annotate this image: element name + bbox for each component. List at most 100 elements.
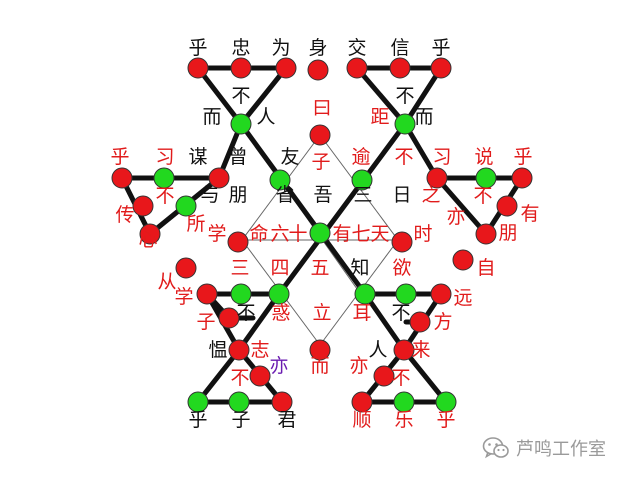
- char-label: 方: [433, 311, 452, 333]
- char-label: 而: [414, 106, 433, 128]
- char-label: 曰: [312, 97, 331, 119]
- char-label: 人: [368, 339, 387, 361]
- red-node: [346, 57, 368, 79]
- red-node: [208, 167, 230, 189]
- char-label: 自: [476, 257, 495, 279]
- red-node: [430, 283, 452, 305]
- char-label: 为: [271, 37, 290, 59]
- triangle-edge: [402, 65, 444, 127]
- char-label: 四: [270, 257, 289, 279]
- triangle-edge: [276, 121, 408, 297]
- red-node: [373, 365, 395, 387]
- red-node: [351, 391, 373, 413]
- char-label: 传: [115, 204, 134, 226]
- char-label: 习: [432, 146, 451, 168]
- char-label: 距: [370, 106, 389, 128]
- char-label: 君: [277, 409, 296, 431]
- char-label: 时: [413, 223, 432, 245]
- char-label: 有: [520, 203, 539, 225]
- char-label: 友: [280, 146, 299, 168]
- red-node: [391, 231, 413, 253]
- green-node: [175, 195, 197, 217]
- red-node: [511, 167, 533, 189]
- red-node: [230, 57, 252, 79]
- char-label: 惑: [271, 302, 290, 324]
- red-node: [249, 365, 271, 387]
- red-node: [426, 167, 448, 189]
- red-node: [452, 249, 474, 271]
- char-label: 乎: [513, 146, 532, 168]
- char-label: 乎: [110, 146, 129, 168]
- char-label: 朋: [498, 222, 517, 244]
- red-node: [475, 223, 497, 245]
- triangle-edge: [362, 291, 407, 353]
- char-label: 志: [250, 339, 269, 361]
- red-node: [309, 124, 331, 146]
- red-node: [228, 339, 250, 361]
- char-label: 习: [155, 146, 174, 168]
- char-label: 不: [473, 185, 492, 207]
- char-label: 而: [310, 355, 329, 377]
- red-node: [389, 57, 411, 79]
- char-label: 知: [350, 257, 369, 279]
- character-labels: 乎忠为身交信乎不而人曰子不距 而乎习谋曾友逾不习说乎不与朋省吾三日之不传所亦有学命…: [110, 37, 539, 431]
- wechat-icon: [482, 437, 509, 459]
- char-label: 忠: [231, 37, 250, 59]
- char-label: 人: [256, 106, 275, 128]
- char-label: 吾: [313, 184, 332, 206]
- char-label: 省: [275, 184, 294, 206]
- char-label: 乎: [188, 37, 207, 59]
- green-node: [394, 113, 416, 135]
- red-node: [307, 59, 329, 81]
- red-node: [187, 57, 209, 79]
- char-label: 谋: [188, 146, 207, 168]
- char-label: 立: [312, 302, 331, 324]
- char-label: 而: [202, 106, 221, 128]
- char-label: 乎: [188, 409, 207, 431]
- triangle-edge: [195, 347, 242, 405]
- watermark: 芦鸣工作室: [482, 434, 606, 462]
- red-node: [218, 307, 240, 329]
- char-label: 不: [230, 367, 249, 389]
- triangle-edge: [401, 347, 449, 405]
- triangle-edge: [238, 65, 289, 127]
- char-label: 不: [394, 146, 413, 168]
- green-node: [309, 222, 331, 244]
- char-label: 子: [196, 311, 215, 333]
- char-label: 远: [453, 287, 472, 309]
- char-label: 三: [230, 257, 249, 279]
- char-label: 欲: [392, 257, 411, 279]
- green-node: [228, 391, 250, 413]
- char-label: 学: [207, 223, 226, 245]
- char-label: 五: [310, 257, 329, 279]
- char-label: 六: [270, 223, 289, 245]
- char-label: 曾: [228, 146, 247, 168]
- char-label: 不: [391, 367, 410, 389]
- red-node: [309, 339, 331, 361]
- green-node: [269, 169, 291, 191]
- char-label: 子: [231, 409, 250, 431]
- red-node: [139, 223, 161, 245]
- triangle-edge: [354, 65, 408, 127]
- char-label: 所: [186, 213, 205, 235]
- char-label: 耳: [352, 302, 371, 324]
- red-node: [132, 195, 154, 217]
- red-node: [496, 195, 518, 217]
- char-label: 来: [411, 339, 430, 361]
- char-label: 学: [174, 286, 193, 308]
- char-label: 亦: [446, 206, 465, 228]
- char-label: 乐: [394, 409, 413, 431]
- char-label: 顺: [352, 409, 371, 431]
- char-label: 不: [231, 85, 250, 107]
- char-label: 从: [157, 271, 176, 293]
- char-label: 不: [236, 302, 255, 324]
- char-label: 十: [288, 223, 307, 245]
- red-node: [271, 391, 293, 413]
- red-node: [409, 311, 431, 333]
- char-label: 朋: [228, 184, 247, 206]
- green-node: [230, 113, 252, 135]
- nodes: [111, 57, 533, 413]
- red-node: [430, 57, 452, 79]
- green-node: [354, 283, 376, 305]
- char-label: 逾: [351, 146, 370, 168]
